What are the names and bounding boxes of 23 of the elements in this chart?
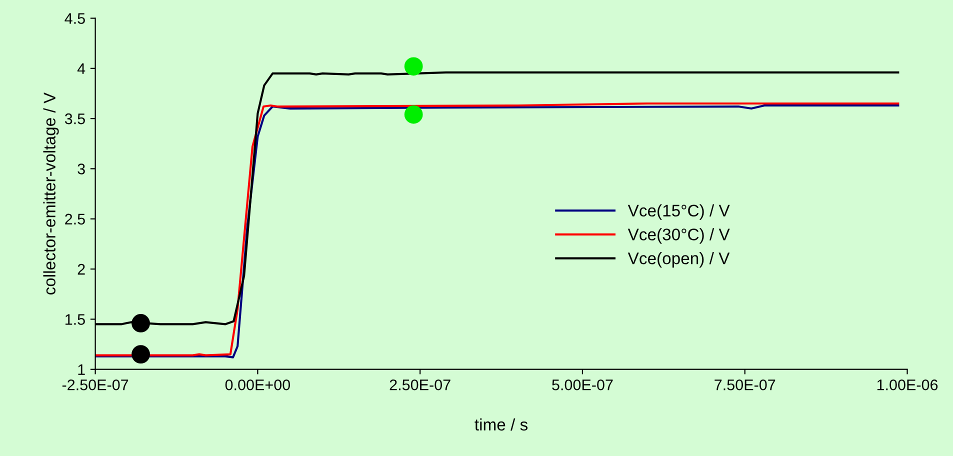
x-tick-label: 1.00E-06	[877, 379, 938, 390]
legend-label: Vce(30°C) / V	[628, 228, 730, 244]
y-tick-label: 2	[78, 264, 85, 275]
point	[404, 57, 423, 76]
x-tick-label: 5.00E-07	[552, 379, 613, 390]
y-tick-label: 2.5	[65, 214, 85, 225]
legend-label: Vce(15°C) / V	[628, 204, 730, 220]
y-tick-label: 1.5	[66, 314, 85, 325]
point	[404, 105, 423, 124]
y-tick-label: 4.5	[64, 13, 85, 24]
y-tick-label: 1	[78, 364, 85, 375]
y-axis-title: collector-emitter-voltage / V	[43, 92, 59, 295]
y-tick-label: 3.5	[64, 113, 85, 124]
x-axis-title: time / s	[474, 418, 528, 431]
point	[132, 314, 150, 332]
x-tick-label: 7.50E-07	[714, 379, 776, 390]
y-tick-label: 4	[77, 63, 86, 74]
point	[132, 345, 150, 364]
x-tick-label: -2.50E-07	[62, 379, 128, 390]
y-tick-label: 3	[78, 164, 85, 174]
x-tick-label: 2.50E-07	[390, 379, 450, 390]
x-tick-label: 0.00E+00	[225, 379, 290, 390]
legend-label: Vce(open) / V	[628, 252, 730, 268]
